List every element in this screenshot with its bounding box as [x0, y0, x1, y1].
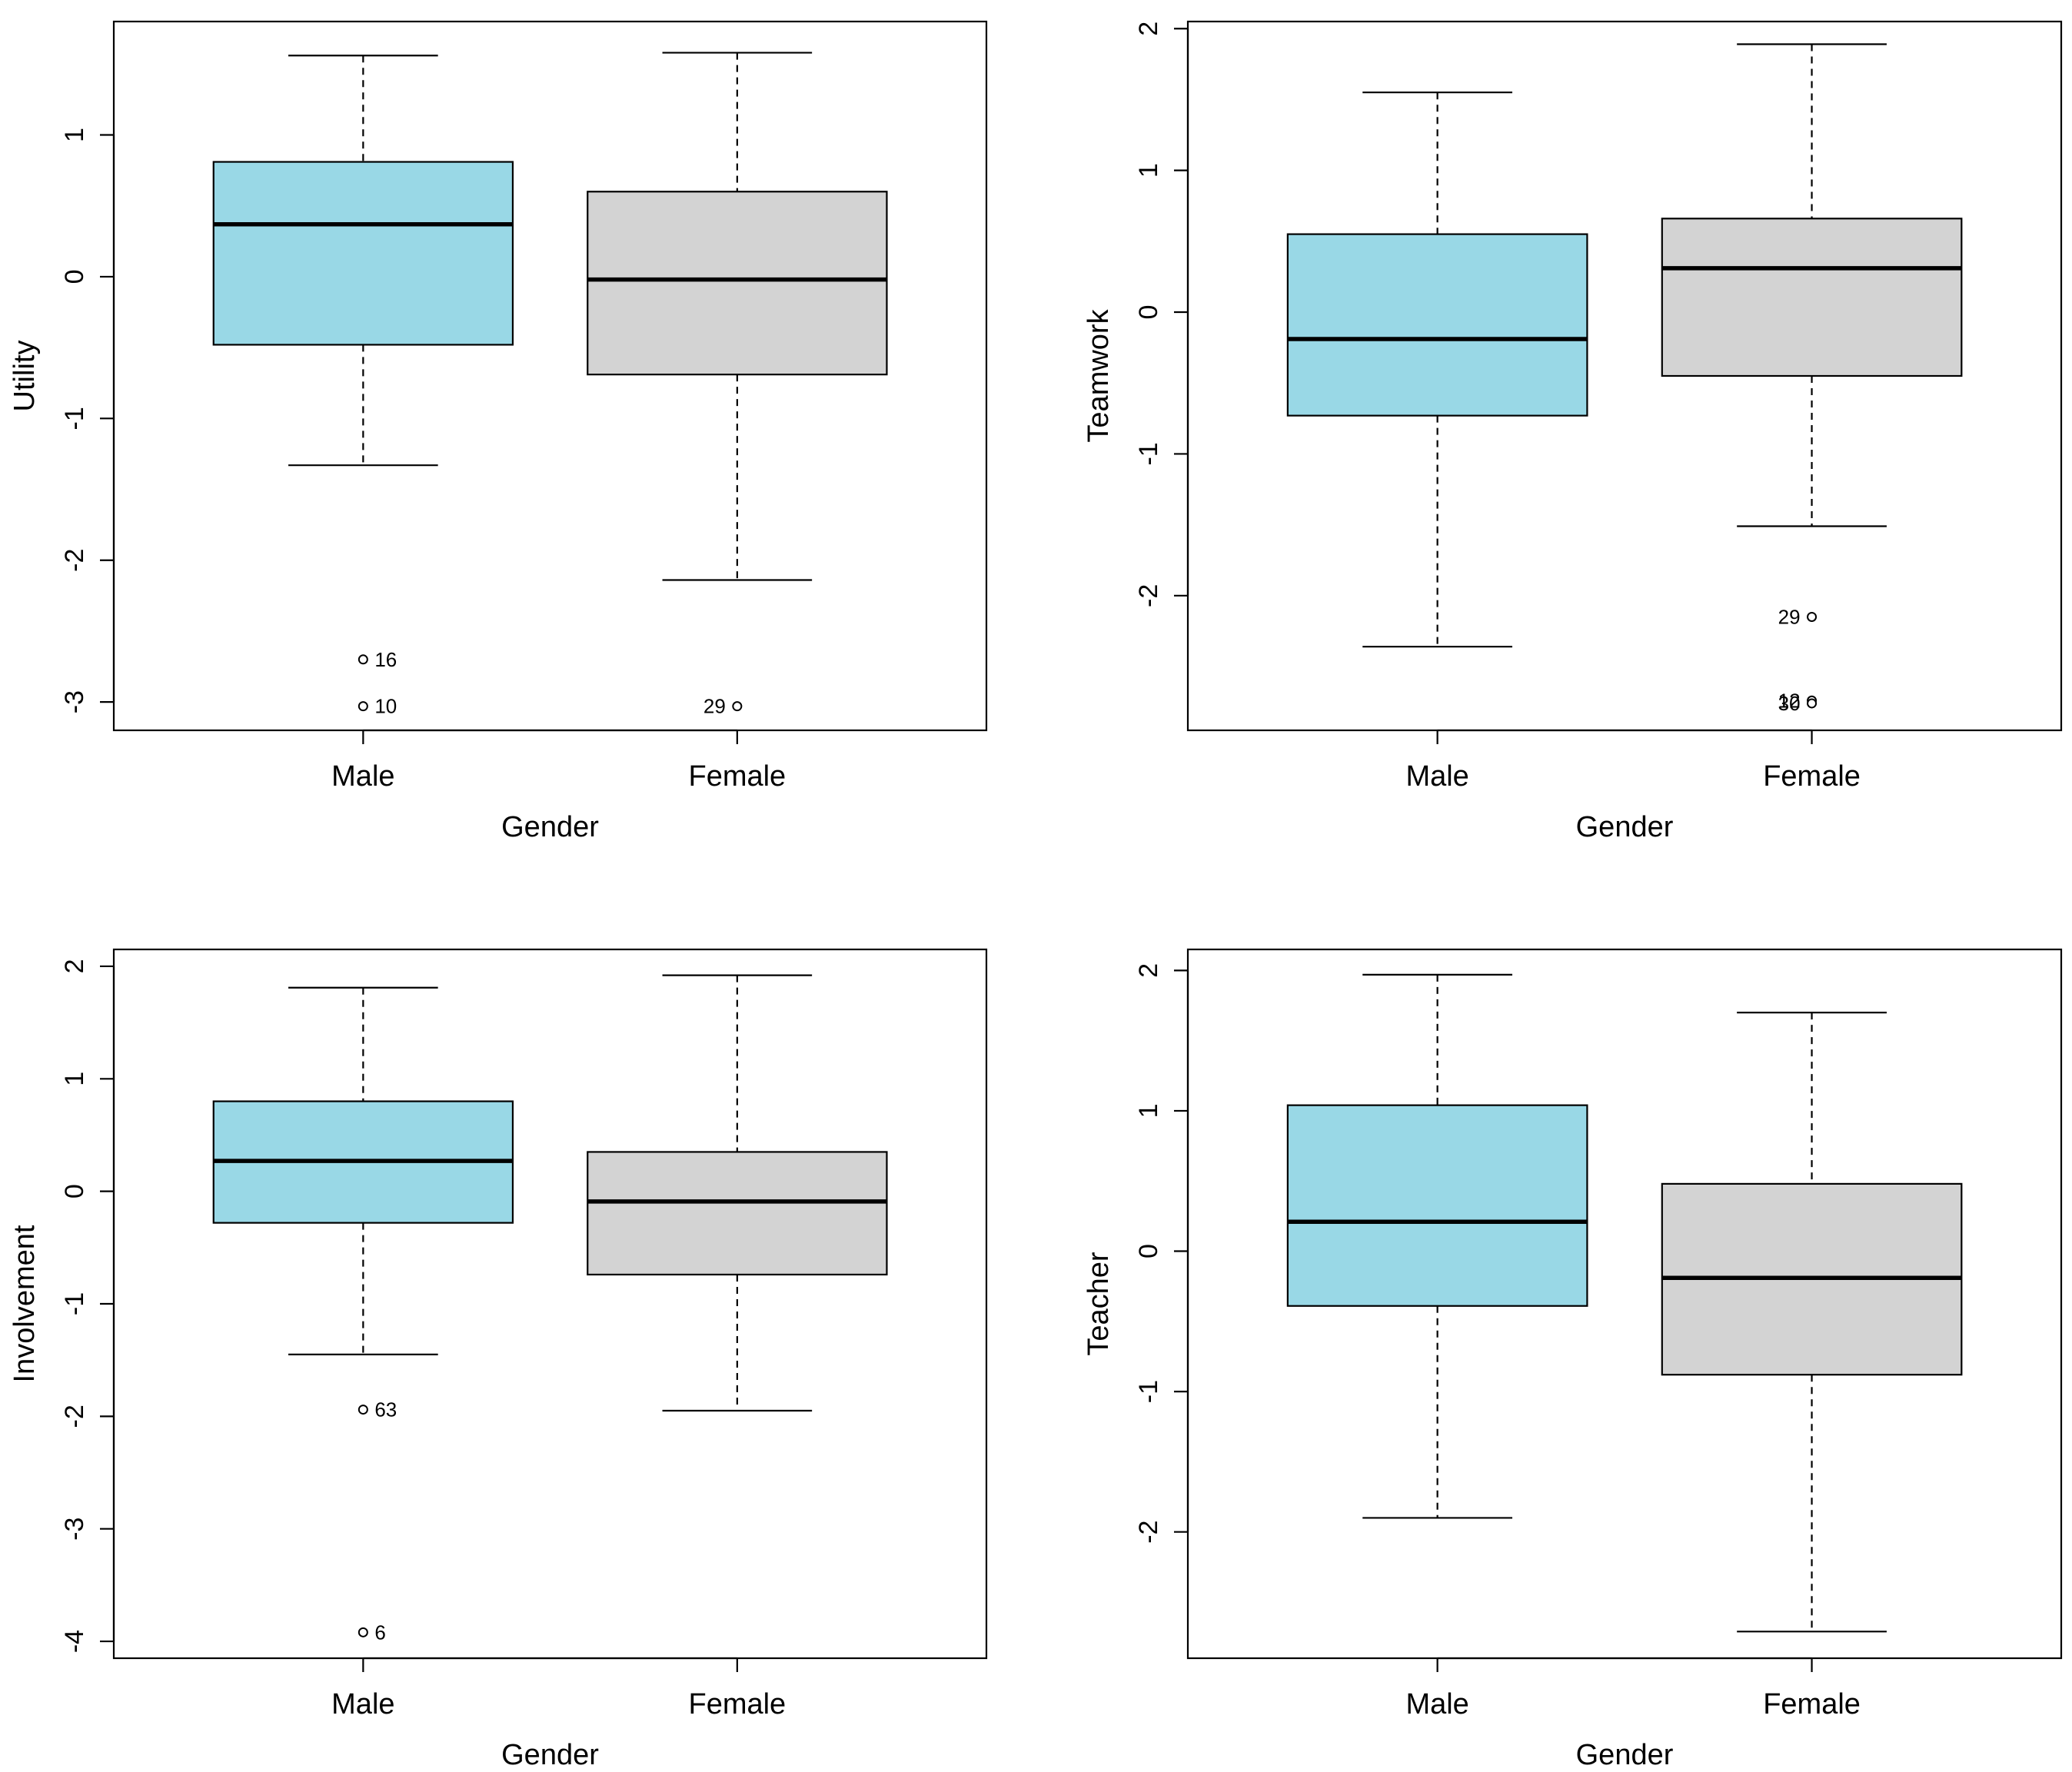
y-axis-title: Involvement [8, 1225, 41, 1382]
y-tick-label: 1 [1134, 1103, 1163, 1118]
y-tick-label: -4 [60, 1630, 89, 1653]
x-tick-label: Female [1763, 760, 1861, 793]
y-axis-title: Teamwork [1083, 308, 1115, 442]
x-tick-label: Male [1405, 1688, 1468, 1720]
y-tick-label: -2 [60, 1405, 89, 1428]
y-tick-label: 2 [1134, 963, 1163, 978]
x-tick-label: Male [331, 1688, 394, 1720]
outlier-label: 6 [374, 1621, 385, 1644]
box-female [587, 191, 888, 376]
x-tick-label: Female [688, 760, 786, 793]
y-tick-label: -1 [60, 407, 89, 430]
box-male [1286, 233, 1588, 417]
outlier-label: 12 [1778, 689, 1801, 712]
x-tick-label: Male [1405, 760, 1468, 793]
y-tick-label: -3 [60, 1518, 89, 1541]
plot-frame [112, 948, 988, 1660]
outlier-point [358, 701, 368, 712]
y-tick-label: -2 [1134, 1521, 1163, 1544]
y-axis-title: Teacher [1083, 1252, 1115, 1356]
outlier-label: 10 [374, 695, 397, 718]
outlier-label: 63 [374, 1398, 397, 1421]
outlier-point [1807, 611, 1818, 622]
x-axis-title: Gender [1576, 1739, 1674, 1771]
y-tick-label: -2 [60, 549, 89, 572]
y-tick-label: -1 [1134, 1380, 1163, 1403]
y-tick-label: -2 [1134, 584, 1163, 607]
outlier-label: 29 [1778, 605, 1801, 628]
y-tick-label: 1 [60, 128, 89, 142]
y-tick-label: -1 [60, 1292, 89, 1315]
outlier-label: 30 [1778, 692, 1801, 715]
y-axis-title: Utility [8, 341, 41, 412]
y-tick-label: -3 [60, 690, 89, 713]
y-tick-label: 1 [1134, 163, 1163, 178]
outlier-label: 29 [703, 695, 726, 718]
y-tick-label: 1 [60, 1072, 89, 1086]
outlier-point [358, 1627, 368, 1637]
y-tick-label: 2 [1134, 22, 1163, 36]
y-tick-label: 0 [60, 269, 89, 284]
outlier-point [732, 701, 743, 712]
outlier-point [358, 654, 368, 665]
x-tick-label: Female [1763, 1688, 1861, 1720]
box-female [587, 1151, 888, 1276]
y-tick-label: 2 [60, 959, 89, 973]
y-tick-label: 0 [1134, 1244, 1163, 1258]
x-axis-title: Gender [1576, 811, 1674, 843]
x-tick-label: Female [688, 1688, 786, 1720]
box-male [212, 161, 514, 346]
plot-frame [112, 20, 988, 732]
outlier-point [1807, 698, 1818, 709]
x-axis-title: Gender [501, 811, 599, 843]
y-tick-label: -1 [1134, 442, 1163, 465]
x-axis-title: Gender [501, 1739, 599, 1771]
outlier-point [358, 1405, 368, 1415]
y-tick-label: 0 [60, 1184, 89, 1199]
y-tick-label: 0 [1134, 305, 1163, 320]
outlier-label: 16 [374, 648, 397, 671]
box-male [1286, 1104, 1588, 1307]
box-female [1661, 218, 1963, 377]
x-tick-label: Male [331, 760, 394, 793]
